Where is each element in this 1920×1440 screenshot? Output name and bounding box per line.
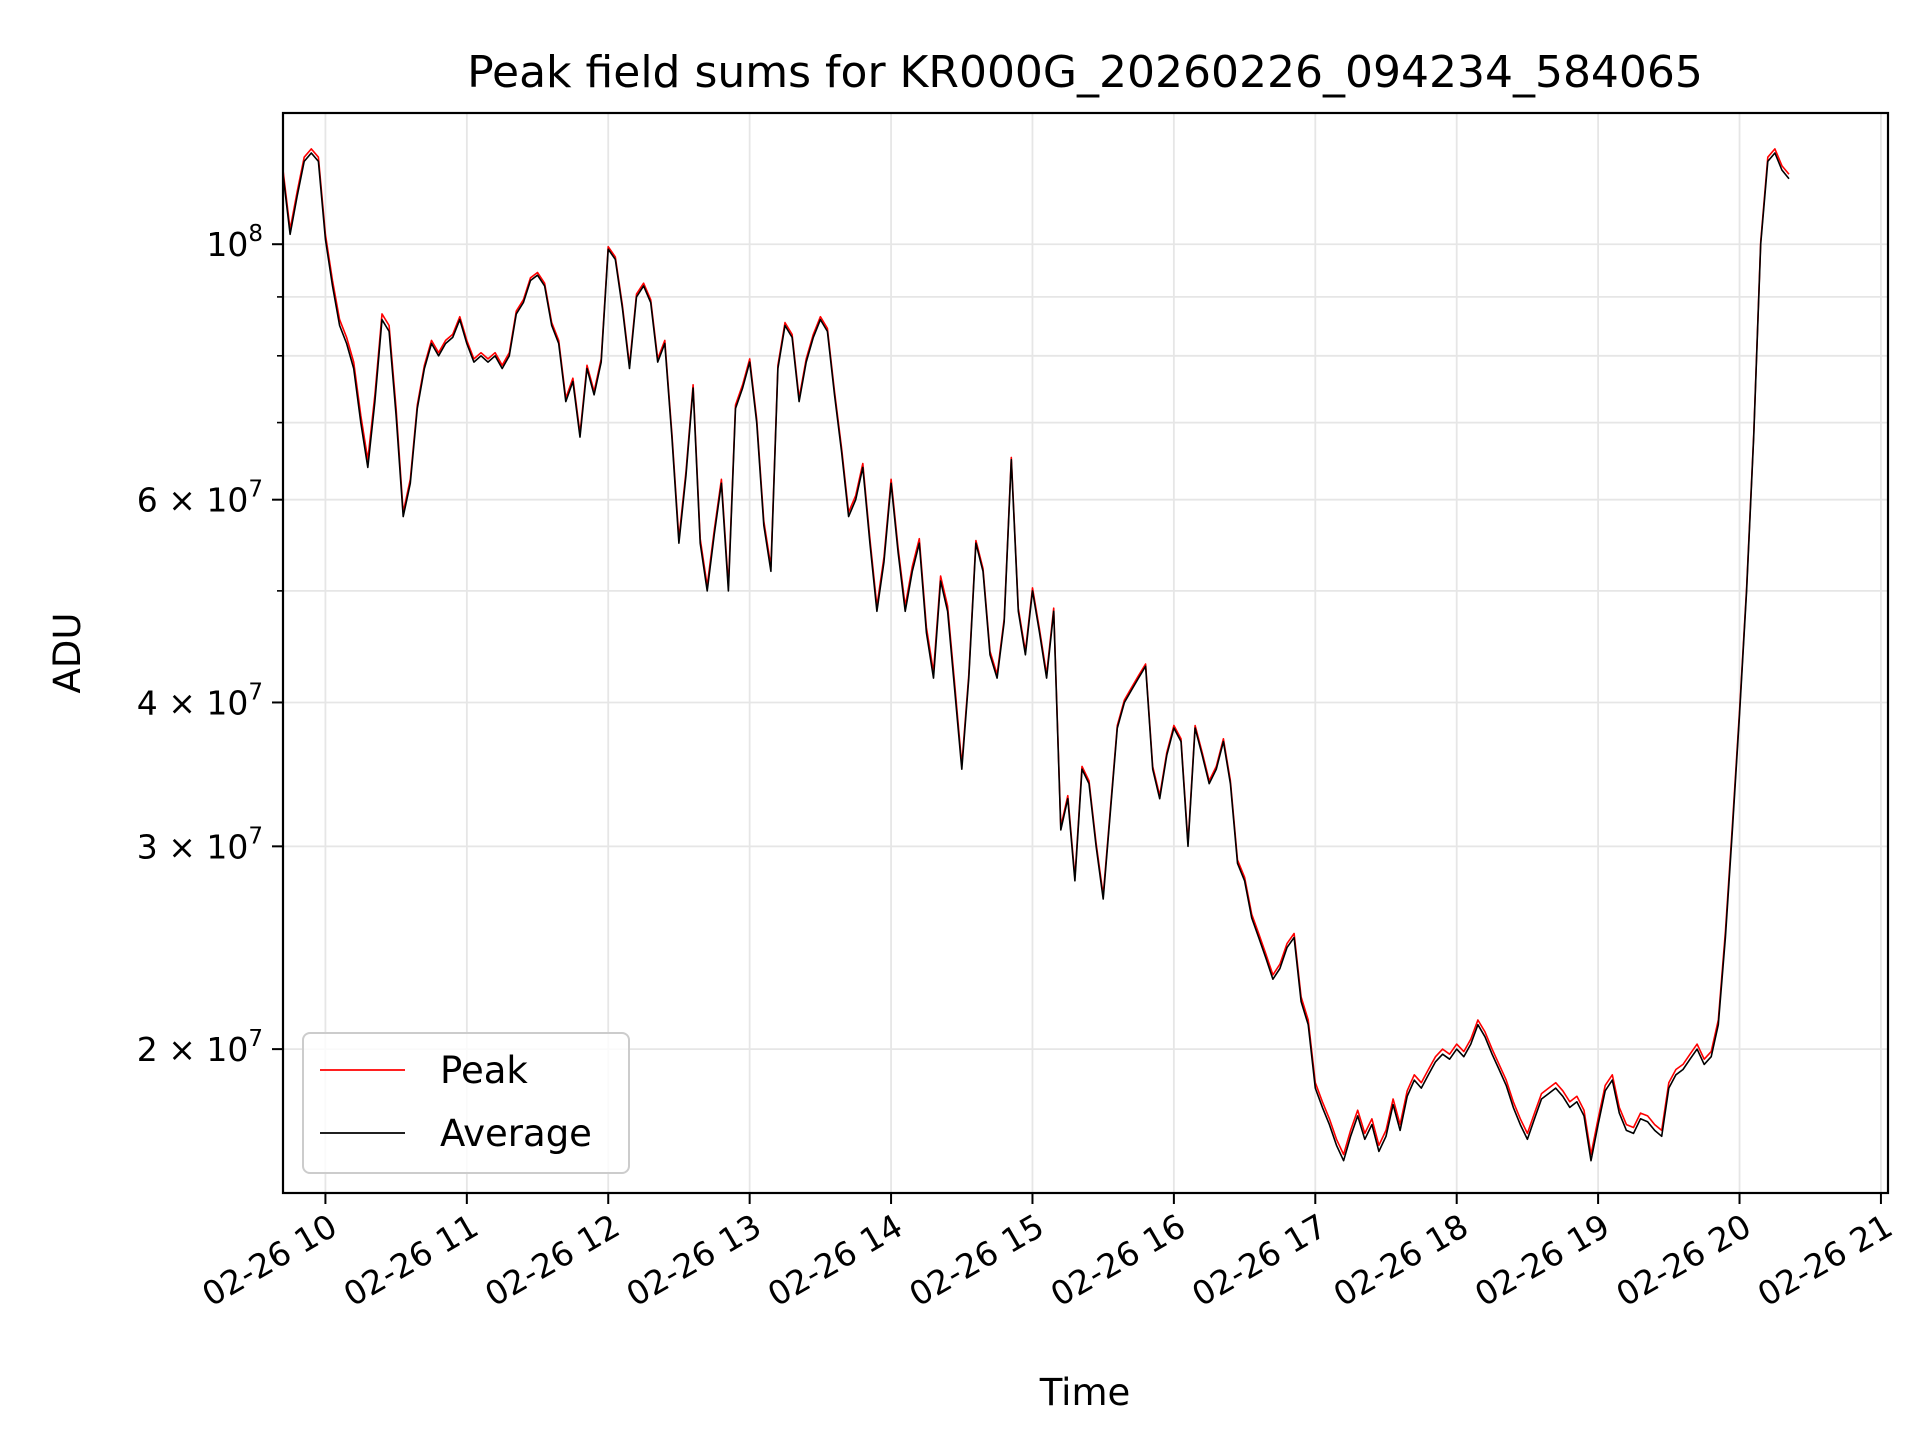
legend-box bbox=[302, 1032, 630, 1174]
y-tick-label-3: 3 × 107 bbox=[137, 823, 263, 866]
plot-frame bbox=[281, 111, 1890, 1195]
legend-label-peak: Peak bbox=[440, 1049, 528, 1092]
chart-title: Peak field sums for KR000G_20260226_0942… bbox=[467, 47, 1703, 98]
y-axis-ticks: 108 6 × 107 4 × 107 3 × 107 2 × 107 bbox=[137, 221, 283, 1069]
legend-label-average: Average bbox=[440, 1112, 592, 1155]
legend: Peak Average bbox=[302, 1032, 630, 1174]
y-tick-label-4: 2 × 107 bbox=[137, 1026, 263, 1069]
y-tick-label-2: 4 × 107 bbox=[137, 679, 263, 722]
series-lines bbox=[282, 148, 1790, 1162]
y-tick-label-0: 108 bbox=[206, 221, 263, 264]
y-axis-label: ADU bbox=[46, 613, 89, 694]
series-line-average bbox=[282, 152, 1790, 1162]
y-tick-label-1: 6 × 107 bbox=[137, 477, 263, 520]
x-axis-label: Time bbox=[1039, 1371, 1131, 1414]
grid bbox=[283, 113, 1888, 1193]
